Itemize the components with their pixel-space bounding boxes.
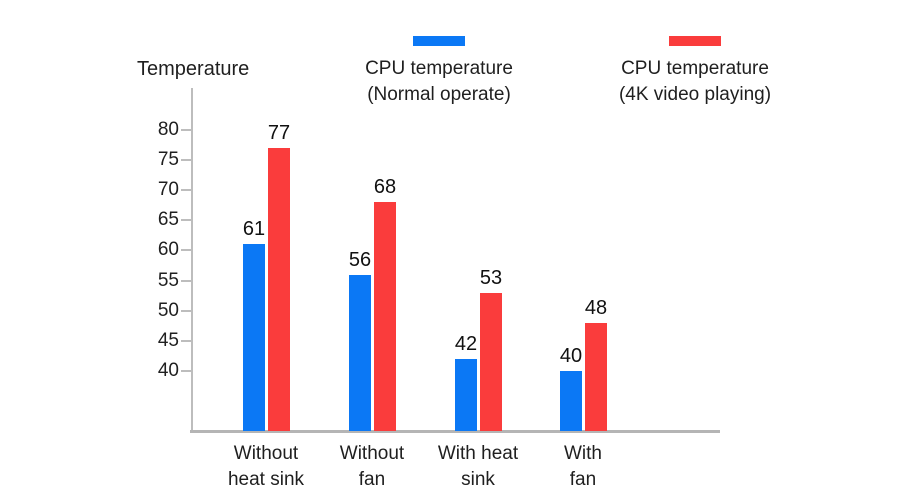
y-tick-mark xyxy=(181,309,191,312)
y-tick-label: 45 xyxy=(157,329,179,351)
bar-value-label: 48 xyxy=(584,296,608,319)
bar-normal-operate xyxy=(349,274,371,431)
y-tick-mark xyxy=(181,219,191,222)
y-tick-label: 75 xyxy=(157,149,179,171)
legend-swatch-red xyxy=(669,36,721,46)
x-category-label: Without heat sink xyxy=(227,443,305,490)
legend-label-line1: CPU temperature xyxy=(365,58,513,79)
bar-4k-video xyxy=(374,202,396,431)
bar-value-label: 56 xyxy=(348,248,372,271)
y-tick-label: 50 xyxy=(157,299,179,321)
legend-label-line2: (Normal operate) xyxy=(367,84,511,105)
legend-swatch-blue xyxy=(413,36,465,46)
legend-label-line2: (4K video playing) xyxy=(618,84,772,105)
bar-value-label: 77 xyxy=(267,122,291,145)
y-axis-title: Temperature xyxy=(137,58,250,80)
bar-4k-video xyxy=(268,148,290,431)
legend-item-4k-video: CPU temperature (4K video playing) xyxy=(600,36,790,108)
bar-4k-video xyxy=(480,292,502,431)
x-axis-line xyxy=(190,430,720,433)
bar-4k-video xyxy=(585,322,607,431)
legend-label-line1: CPU temperature xyxy=(621,58,769,79)
y-tick-mark xyxy=(181,249,191,252)
y-tick-mark xyxy=(181,279,191,282)
x-category-label: Without fan xyxy=(339,443,405,490)
y-tick-mark xyxy=(181,369,191,372)
y-tick-mark xyxy=(181,129,191,132)
legend-item-normal-operate: CPU temperature (Normal operate) xyxy=(344,36,534,108)
bar-value-label: 68 xyxy=(373,176,397,199)
y-tick-label: 80 xyxy=(157,119,179,141)
y-tick-label: 55 xyxy=(157,269,179,291)
bar-value-label: 61 xyxy=(242,218,266,241)
y-axis-line xyxy=(191,88,193,431)
y-tick-label: 70 xyxy=(157,179,179,201)
x-category-label: With fan xyxy=(564,443,602,490)
bar-value-label: 40 xyxy=(559,344,583,367)
y-tick-mark xyxy=(181,189,191,192)
bar-normal-operate xyxy=(560,370,582,431)
y-tick-label: 65 xyxy=(157,209,179,231)
y-tick-label: 40 xyxy=(157,359,179,381)
y-tick-label: 60 xyxy=(157,239,179,261)
bar-value-label: 42 xyxy=(454,332,478,355)
bar-value-label: 53 xyxy=(479,266,503,289)
y-tick-mark xyxy=(181,159,191,162)
y-tick-mark xyxy=(181,339,191,342)
bar-normal-operate xyxy=(243,244,265,431)
x-category-label: With heat sink xyxy=(437,443,519,490)
bar-normal-operate xyxy=(455,358,477,431)
